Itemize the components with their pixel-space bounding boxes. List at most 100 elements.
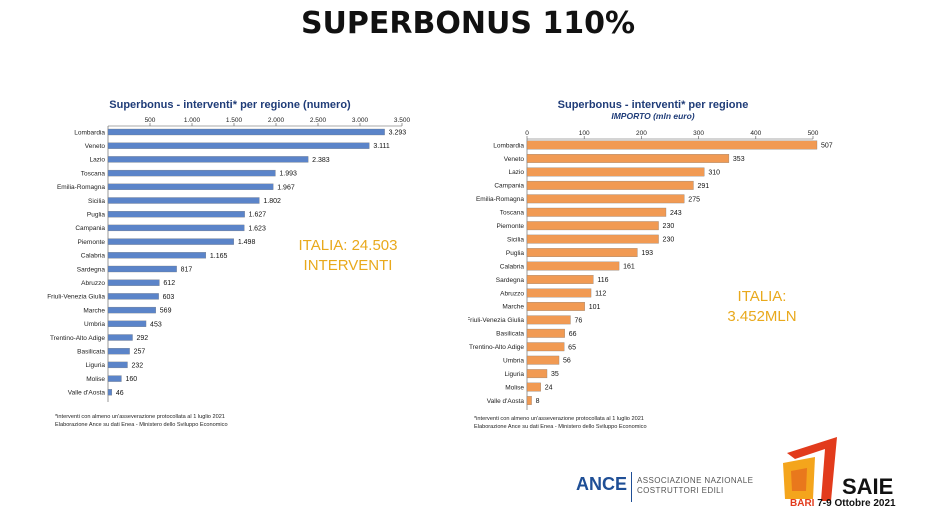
page-title: SUPERBONUS 110% — [300, 6, 636, 41]
category-label: Lombardia — [74, 129, 105, 136]
x-tick-label: 0 — [525, 130, 529, 137]
bar — [107, 252, 207, 259]
chart-subtitle: IMPORTO (mln euro) — [611, 111, 694, 121]
bar — [526, 328, 565, 338]
value-label: 112 — [595, 290, 606, 297]
chart-title: Superbonus - interventi* per regione (nu… — [109, 99, 351, 111]
bar — [526, 154, 730, 163]
category-label: Basilicata — [77, 349, 105, 356]
bar — [107, 279, 160, 286]
value-label: 66 — [569, 331, 577, 338]
bar — [526, 342, 565, 352]
value-label: 292 — [137, 335, 149, 342]
value-label: 160 — [125, 376, 137, 383]
bar — [107, 265, 177, 273]
bar — [107, 142, 370, 149]
value-label: 101 — [589, 304, 601, 311]
value-label: 507 — [821, 143, 833, 150]
category-label: Trentino-Alto Adige — [50, 335, 105, 342]
bar — [107, 293, 159, 300]
x-tick-label: 1.500 — [226, 117, 243, 124]
category-label: Liguria — [85, 362, 105, 369]
category-label: Valle d'Aosta — [68, 390, 106, 397]
bar — [107, 389, 113, 396]
category-label: Basilicata — [496, 331, 524, 338]
footnote-right-line1: *interventi con almeno un'asseverazione … — [474, 416, 644, 422]
ance-subtitle: ASSOCIAZIONE NAZIONALE COSTRUTTORI EDILI — [637, 476, 753, 496]
footnote-left-line2: Elaborazione Ance su dati Enea - Ministe… — [55, 422, 228, 428]
bar — [107, 128, 385, 136]
value-label: 612 — [163, 280, 175, 287]
value-label: 603 — [163, 294, 175, 301]
chart-interventi-importo: Superbonus - interventi* per regioneIMPO… — [468, 99, 833, 410]
saie-logo-mark — [783, 437, 837, 501]
total-importo: ITALIA: 3.452MLN — [712, 287, 812, 327]
total-interventi: ITALIA: 24.503 INTERVENTI — [288, 236, 408, 276]
value-label: 3.111 — [373, 143, 390, 150]
total-interventi-line2: INTERVENTI — [303, 257, 393, 274]
value-label: 291 — [697, 183, 709, 190]
bar — [526, 234, 659, 244]
category-label: Lazio — [89, 157, 105, 164]
category-label: Molise — [505, 384, 524, 391]
x-tick-label: 2.500 — [310, 117, 327, 124]
value-label: 353 — [733, 156, 745, 163]
value-label: 65 — [568, 344, 576, 351]
value-label: 817 — [181, 267, 193, 274]
x-tick-label: 300 — [693, 130, 704, 137]
value-label: 230 — [663, 223, 675, 230]
x-tick-label: 1.000 — [184, 117, 201, 124]
value-label: 76 — [574, 317, 582, 324]
bar — [526, 207, 667, 217]
value-label: 1.802 — [263, 198, 281, 205]
value-label: 275 — [688, 196, 700, 203]
footnote-right: *interventi con almeno un'asseverazione … — [474, 415, 647, 431]
category-label: Sardegna — [77, 266, 106, 273]
x-tick-label: 500 — [808, 130, 819, 137]
bar — [526, 396, 532, 405]
category-label: Toscana — [81, 170, 106, 177]
category-label: Abruzzo — [81, 280, 105, 287]
bar — [526, 275, 594, 284]
value-label: 1.165 — [210, 253, 228, 260]
category-label: Friuli-Venezia Giulia — [468, 317, 524, 324]
value-label: 243 — [670, 210, 682, 217]
value-label: 310 — [708, 169, 720, 176]
value-label: 1.993 — [279, 171, 297, 178]
value-label: 46 — [116, 390, 124, 397]
bar — [526, 221, 659, 231]
category-label: Trentino-Alto Adige — [469, 344, 524, 351]
x-tick-label: 2.000 — [268, 117, 285, 124]
ance-subtitle-line1: ASSOCIAZIONE NAZIONALE — [637, 476, 754, 485]
x-tick-label: 100 — [579, 130, 590, 137]
bar — [526, 382, 541, 392]
bar — [107, 197, 260, 204]
value-label: 453 — [150, 321, 162, 328]
value-label: 257 — [134, 349, 146, 356]
category-label: Valle d'Aosta — [487, 398, 525, 405]
value-label: 193 — [641, 250, 653, 257]
bar — [107, 238, 234, 245]
category-label: Molise — [86, 376, 105, 383]
value-label: 3.293 — [389, 130, 407, 137]
saie-date-range: 7-9 Ottobre 2021 — [817, 498, 896, 509]
value-label: 232 — [131, 362, 143, 369]
ance-subtitle-line2: COSTRUTTORI EDILI — [637, 486, 724, 495]
value-label: 1.498 — [238, 239, 256, 246]
total-importo-line1: ITALIA: — [737, 288, 787, 305]
category-label: Sicilia — [507, 236, 524, 243]
category-label: Emilia-Romagna — [57, 184, 105, 191]
bar — [526, 301, 585, 311]
bar — [107, 156, 309, 163]
footnote-left-line1: *interventi con almeno un'asseverazione … — [55, 414, 225, 420]
chart-interventi-numero: Superbonus - interventi* per regione (nu… — [47, 99, 411, 402]
saie-city: BARI — [790, 498, 815, 509]
category-label: Emilia-Romagna — [476, 196, 524, 203]
value-label: 8 — [536, 398, 540, 405]
bar — [107, 211, 245, 218]
x-tick-label: 500 — [145, 117, 156, 124]
value-label: 35 — [551, 371, 559, 378]
x-tick-label: 200 — [636, 130, 647, 137]
bar — [107, 348, 130, 355]
category-label: Piemonte — [497, 223, 525, 230]
